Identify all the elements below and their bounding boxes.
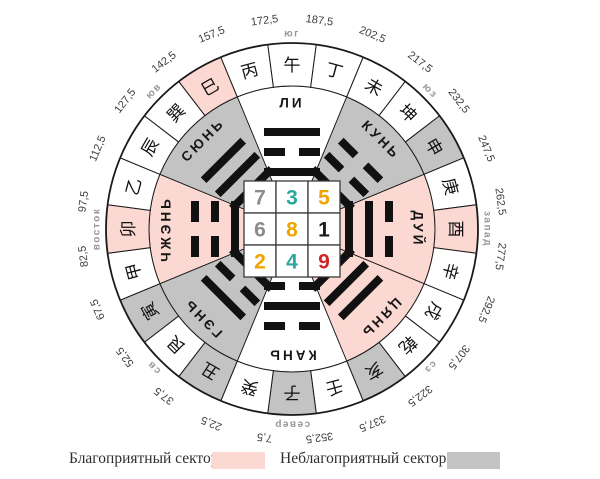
trigram-line-broken [239,285,261,307]
trigram-line-broken [348,176,370,198]
degree-label: 52,5 [114,345,137,369]
legend-unfavorable-swatch [447,452,500,469]
loshu-number: 4 [286,251,298,274]
trigram-line-broken [385,201,393,222]
mountain-character: 甲 [123,261,146,282]
trigram-line-broken [191,236,199,257]
degree-label: 202,5 [357,24,387,46]
mountain-character: 卯 [119,221,138,238]
degree-label: 157,5 [197,24,227,46]
outer-rim-circle [105,42,479,416]
trigram-line-broken [323,151,345,173]
trigram-line-solid [200,274,247,321]
trigram-line-broken [211,236,219,257]
trigram-line-broken [337,137,359,159]
degree-label: 217,5 [405,49,434,75]
degree-label: 112,5 [87,134,108,163]
degree-label: 307,5 [445,342,471,371]
loshu-number: 2 [254,251,266,274]
sector-group: ЧЖЭНЬ [159,196,239,262]
mountain-character: 午 [284,56,301,75]
mountain-character: 癸 [239,376,260,399]
trigram-line-broken [385,236,393,257]
legend-favorable-label: Благоприятный сектор [69,450,219,467]
sector-group: ЛИ [264,96,320,176]
trigram-line-solid [345,201,353,257]
trigram-line-solid [200,137,247,184]
sector-group: КАНЬ [264,282,320,363]
loshu-number: 6 [254,219,266,242]
loshu-number: 8 [286,219,298,242]
degree-label: 7,5 [256,430,273,444]
degree-label: 97,5 [76,190,91,213]
bagua-wheel-svg: 午丁未坤申庚酉辛戌乾亥壬子癸丑艮寅甲卯乙辰巽巳丙ЛИКУНЬДУЙЦЯНЬКАН… [76,13,507,445]
degree-label: 322,5 [405,382,434,408]
trigram-line-solid [231,201,239,257]
loshu-cell [307,244,341,278]
trigram-line-solid [264,128,320,136]
trigram-line-solid [264,168,320,176]
loshu-cell [307,212,341,246]
degree-label: 292,5 [475,294,497,324]
mountain-character: 丁 [324,60,345,83]
loshu-number: 1 [318,219,330,242]
degree-label: 352,5 [305,429,334,444]
loshu-number: 5 [318,187,330,210]
degree-label: 187,5 [305,13,334,28]
legend-unfavorable-label: Неблагоприятный сектор [280,450,447,467]
sector-name: КАНЬ [267,348,316,363]
trigram-line-broken [299,148,320,156]
mountain-character: 丙 [239,60,260,83]
mountain-character: 酉 [446,221,465,238]
loshu-cell [275,244,309,278]
degree-label: 67,5 [88,297,107,321]
sector-name: ДУЙ [411,211,426,248]
sector-name: ЧЖЭНЬ [159,196,174,262]
degree-label: 142,5 [150,49,179,75]
legend-favorable-swatch [212,452,265,469]
mountain-character: 壬 [324,376,345,399]
direction-label: север [274,419,310,430]
loshu-number: 9 [318,251,330,274]
degree-label: 337,5 [357,412,387,434]
degree-label: 247,5 [475,134,497,164]
loshu-number: 7 [254,187,266,210]
direction-label: юг [284,29,300,40]
trigram-line-broken [214,260,236,282]
mountain-character: 乙 [123,176,146,197]
mountain-character: 子 [284,383,301,402]
trigram-line-broken [264,282,285,290]
trigram-line-solid [214,151,261,198]
trigram-line-solid [337,274,384,321]
direction-label: восток [92,208,103,250]
degree-label: 37,5 [152,384,176,407]
sector-group: ДУЙ [345,201,426,257]
degree-label: 277,5 [492,242,507,271]
trigram-line-broken [299,282,320,290]
degree-label: 262,5 [492,187,507,216]
degree-label: 232,5 [445,87,471,116]
direction-label: запад [482,211,493,247]
degree-label: 127,5 [112,87,138,116]
trigram-line-solid [264,302,320,310]
loshu-number: 3 [286,187,298,210]
trigram-line-broken [211,201,219,222]
loshu-cell [307,180,341,214]
loshu-cell [243,244,277,278]
trigram-line-broken [264,322,285,330]
degree-label: 172,5 [250,13,279,28]
trigram-line-solid [365,201,373,257]
loshu-cell [243,212,277,246]
trigram-line-broken [191,201,199,222]
trigram-line-solid [323,260,370,307]
degree-label: 82,5 [76,245,91,268]
trigram-line-broken [362,162,384,184]
trigram-line-broken [264,148,285,156]
degree-label: 22,5 [199,413,223,432]
mountain-character: 辛 [439,261,462,282]
trigram-line-broken [299,322,320,330]
sector-name: ЛИ [279,96,304,111]
mountain-character: 庚 [439,176,462,197]
